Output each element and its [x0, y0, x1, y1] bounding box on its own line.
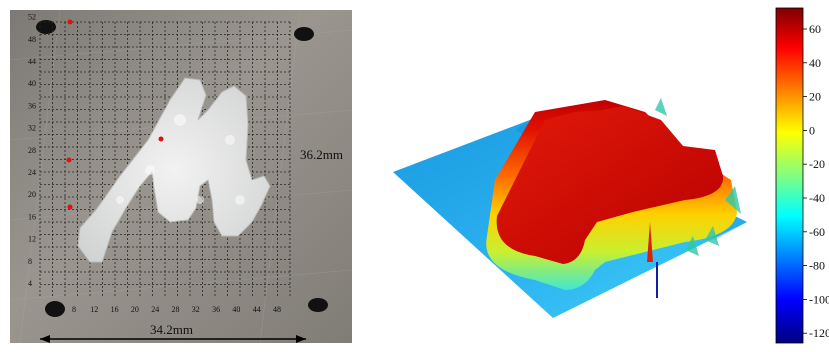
y-tick-label: 36	[28, 101, 36, 110]
x-tick-label: 12	[90, 305, 98, 314]
height-dimension-label: 36.2mm	[300, 147, 343, 162]
y-tick-label: 44	[28, 57, 36, 66]
grid	[39, 21, 291, 296]
x-tick-label: 28	[172, 305, 180, 314]
marker-dot	[66, 157, 72, 163]
y-tick-label: 24	[28, 168, 36, 177]
arrow-head-left	[40, 335, 50, 343]
y-tick-label: 28	[28, 146, 36, 155]
surface-plot-svg	[393, 98, 747, 318]
colorbar-svg: 60 40 20 0 -20 -40 -60 -80 -100 -120	[775, 7, 829, 344]
y-tick-label: 32	[28, 124, 36, 133]
y-tick-label: 4	[28, 279, 32, 288]
x-tick-label: 40	[232, 305, 240, 314]
marker-dot	[67, 19, 73, 25]
surface-spike	[647, 222, 653, 262]
x-tick-labels: 8 12 16 20 24 28 32 36 40 44 48	[72, 305, 281, 314]
x-tick-label: 8	[72, 305, 76, 314]
x-tick-label: 36	[212, 305, 220, 314]
x-tick-label: 48	[273, 305, 281, 314]
y-tick-label: 40	[28, 79, 36, 88]
colorbar-tick-label: -120	[809, 326, 829, 340]
y-tick-label: 48	[28, 35, 36, 44]
colorbar-tick-label: 60	[809, 22, 821, 36]
colorbar-tick-label: -100	[809, 292, 829, 306]
y-tick-label: 52	[28, 13, 36, 22]
colorbar-tick-label: -40	[809, 191, 825, 205]
corner-mark-top-left	[36, 20, 56, 34]
arrow-head-right	[296, 335, 306, 343]
surface-plot	[385, 0, 765, 347]
x-tick-label: 16	[111, 305, 119, 314]
surface-noise	[655, 98, 741, 256]
colorbar-tick-label: -80	[809, 259, 825, 273]
colorbar-tick-label: -20	[809, 157, 825, 171]
colorbar-tick-label: 20	[809, 90, 821, 104]
marker-dot	[158, 136, 164, 142]
y-tick-label: 20	[28, 190, 36, 199]
colorbar: 60 40 20 0 -20 -40 -60 -80 -100 -120	[770, 0, 829, 347]
sample-photo: 4 8 12 16 20 24 28 32 36 40 44 48 52 8 12 16 20 24 28 32 36…	[0, 0, 356, 347]
colorbar-tick-label: -60	[809, 225, 825, 239]
y-tick-label: 16	[28, 212, 36, 221]
colorbar-ticks: 60 40 20 0 -20 -40 -60 -80 -100 -120	[803, 22, 829, 340]
colorbar-gradient	[775, 7, 804, 344]
corner-mark-bottom-right	[308, 298, 328, 312]
width-dimension-label: 34.2mm	[150, 322, 193, 337]
surface-plateau	[496, 106, 724, 264]
corner-mark-bottom-left	[45, 301, 65, 317]
deposit-texture	[116, 114, 245, 205]
y-tick-label: 12	[28, 235, 36, 244]
colorbar-tick-label: 0	[809, 123, 815, 137]
y-tick-label: 8	[28, 257, 32, 266]
x-tick-label: 44	[253, 305, 261, 314]
corner-mark-top-right	[294, 27, 314, 41]
x-tick-label: 24	[151, 305, 159, 314]
marker-dot	[67, 204, 73, 210]
x-tick-label: 32	[192, 305, 200, 314]
deposit-shape	[77, 77, 271, 263]
colorbar-tick-label: 40	[809, 56, 821, 70]
x-tick-label: 20	[131, 305, 139, 314]
